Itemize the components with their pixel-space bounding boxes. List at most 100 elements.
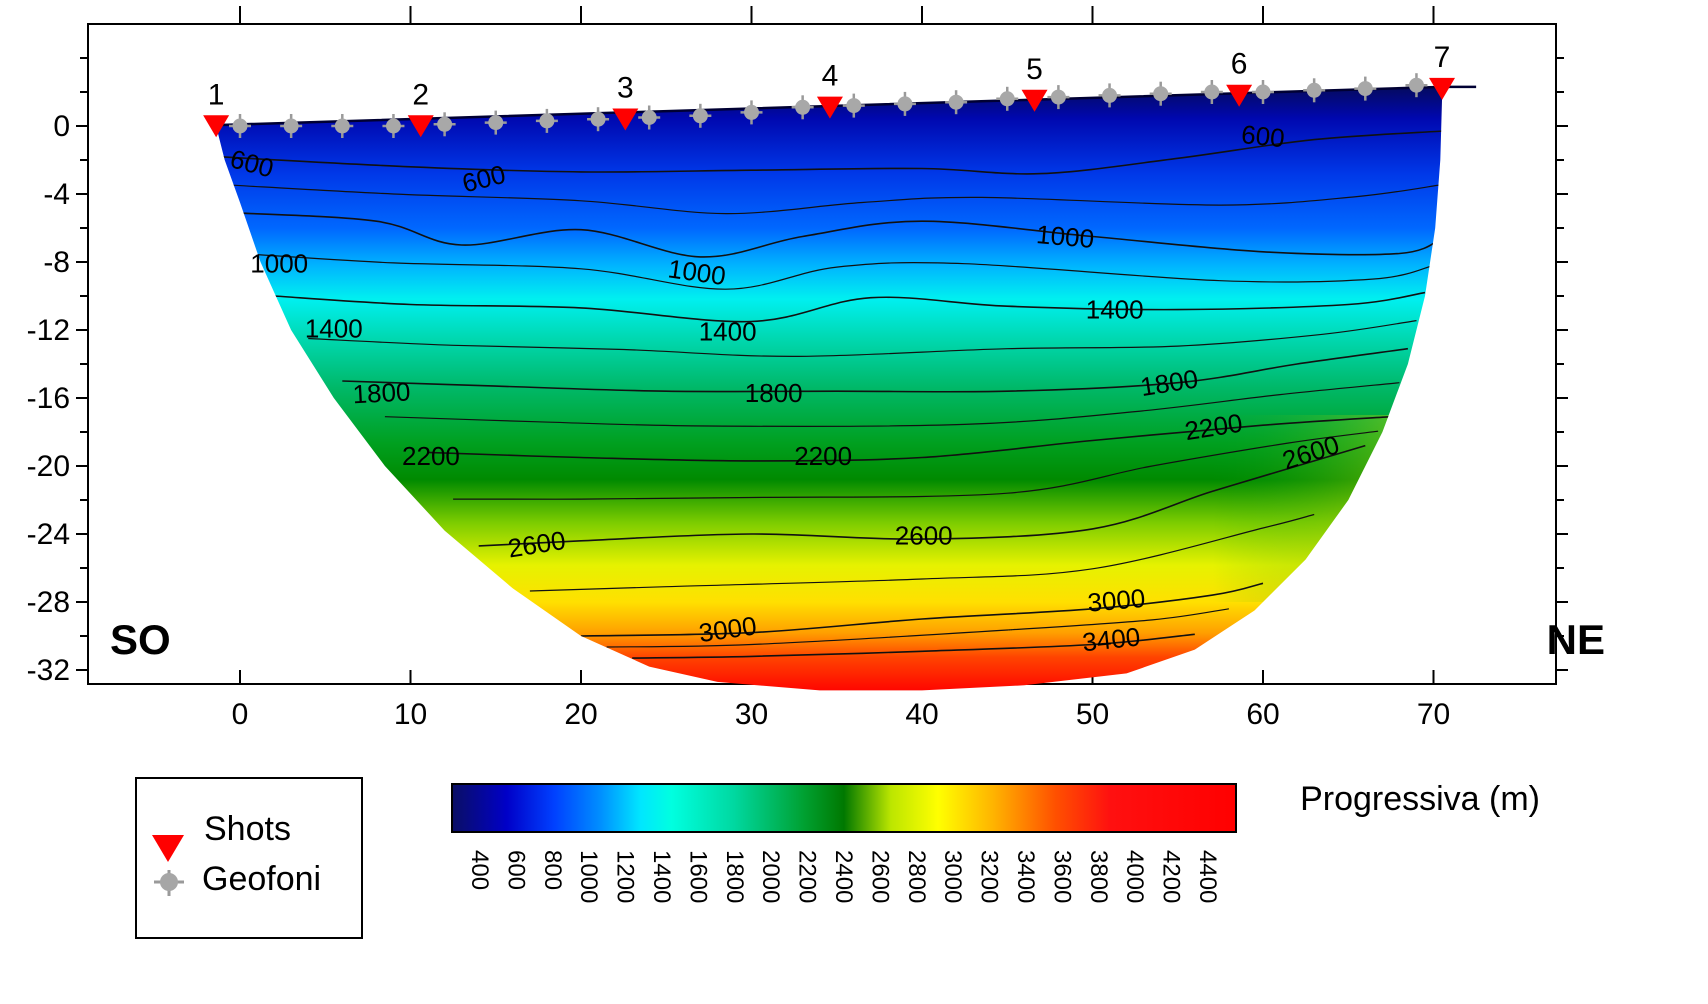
legend-label-geofoni: Geofoni [202,860,321,898]
geophone-marker [229,114,251,138]
colorbar-tick-label: 4200 [1158,850,1185,903]
geophone-marker [433,112,456,137]
x-tick-label: 70 [1417,698,1450,731]
geophone-marker [638,105,661,130]
colorbar-tick-label: 1200 [612,850,639,903]
colorbar-tick-label: 800 [539,850,566,890]
contour-label-3400: 3400 [1081,621,1142,657]
y-tick-label: -12 [27,314,70,347]
x-tick-label: 60 [1246,698,1279,731]
legend-label-shots: Shots [204,810,291,848]
shot-label: 5 [1026,53,1043,86]
y-tick-label: -4 [43,178,70,211]
geophone-marker [1405,73,1428,98]
geophone-marker [1047,85,1070,110]
y-tick-label: -16 [27,382,70,415]
colorbar-tick-label: 3600 [1048,850,1075,903]
geophone-marker [1303,78,1326,103]
geophone-marker [587,107,610,132]
shot-marker [1021,89,1048,112]
contour-2600 [478,444,1366,547]
colorbar: 400 600 800 1000 1200 1400 1600 1800 2000 2200 240… [451,783,1237,903]
colorbar-tick-label: 3200 [976,850,1003,903]
shot-marker [203,115,230,138]
geophone-marker [331,114,354,138]
x-tick-label: 50 [1076,698,1109,731]
contour-minor [308,320,1417,358]
axes-group: 0 10 20 30 40 50 60 70 0 -4 -8 -12 -16 -20 -24 -28 -32 [27,6,1568,731]
contour-label-2600: 2600 [895,521,953,551]
colorbar-tick-label: 2400 [830,850,857,903]
y-tick-label: -28 [27,586,70,619]
contour-label-1000: 1000 [1035,219,1095,254]
colorbar-tick-label: 3800 [1085,850,1112,903]
shot-label: 4 [822,60,839,93]
contour-label-1800: 1800 [352,376,411,409]
colorbar-tick-label: 2800 [903,850,930,903]
geophone-marker [740,100,763,125]
side-label-so: SO [110,616,171,663]
colorbar-tick-label: 1000 [575,850,602,903]
contour-minor [252,253,1434,290]
shots-group: 1 2 3 4 5 6 7 [203,41,1456,138]
contour-minor [384,382,1400,427]
geophone-marker [791,95,814,120]
colorbar-tick-label: 400 [466,850,493,890]
legend-box [135,777,363,939]
contour-label-2200: 2200 [794,441,852,471]
contour-label-1800: 1800 [745,378,803,408]
geophone-marker [1149,81,1172,106]
contour-1000 [231,211,1443,258]
x-tick-label: 20 [564,698,597,731]
contour-label-600: 600 [1240,119,1286,153]
contour-1800 [342,347,1409,393]
contour-label-1400: 1400 [305,313,363,343]
x-axis-title: Progressiva (m) [1300,780,1540,818]
geophone-marker [382,114,405,138]
geophone-marker [842,93,865,118]
y-tick-label: -32 [27,654,70,687]
shot-marker [1226,84,1253,107]
geophones-group [216,73,1477,138]
contour-minor [453,430,1379,500]
y-tick-label: 0 [53,110,70,143]
contour-minor [606,608,1229,648]
geophone-marker [484,110,507,135]
colorbar-tick-label: 2200 [794,850,821,903]
x-tick-label: 0 [232,698,249,731]
colorbar-tick-label: 2000 [757,850,784,903]
contour-1400 [274,291,1426,323]
contour-label-3000: 3000 [1086,583,1146,618]
x-tick-label: 30 [735,698,768,731]
geophone-marker [280,114,303,138]
geophone-marker [945,90,968,115]
contour-minor [529,513,1315,592]
shot-label: 7 [1434,41,1451,74]
shot-label: 1 [208,78,225,111]
contour-label-2200: 2200 [402,441,460,471]
y-tick-label: -20 [27,450,70,483]
colorbar-labels: 400 600 800 1000 1200 1400 1600 1800 2000 2200 240… [466,850,1221,903]
shot-label: 3 [617,72,634,105]
contour-3000 [580,582,1264,637]
shot-marker [816,96,843,119]
geophone-marker [893,91,916,116]
colorbar-tick-label: 1800 [721,850,748,903]
colorbar-tick-label: 4400 [1194,850,1221,903]
x-tick-label: 40 [905,698,938,731]
shot-label: 6 [1231,48,1248,81]
geophone-marker [1354,76,1377,101]
colorbar-tick-label: 4000 [1121,850,1148,903]
contour-600 [216,130,1443,175]
contour-lines [216,130,1443,659]
geophone-marker [689,103,712,128]
contour-label-1400: 1400 [699,317,757,347]
geophone-marker [1098,83,1121,108]
contour-minor [223,184,1443,215]
contour-3400 [632,633,1195,659]
geophone-marker [1252,80,1274,104]
x-tick-label: 10 [394,698,427,731]
colorbar-tick-label: 1600 [684,850,711,903]
